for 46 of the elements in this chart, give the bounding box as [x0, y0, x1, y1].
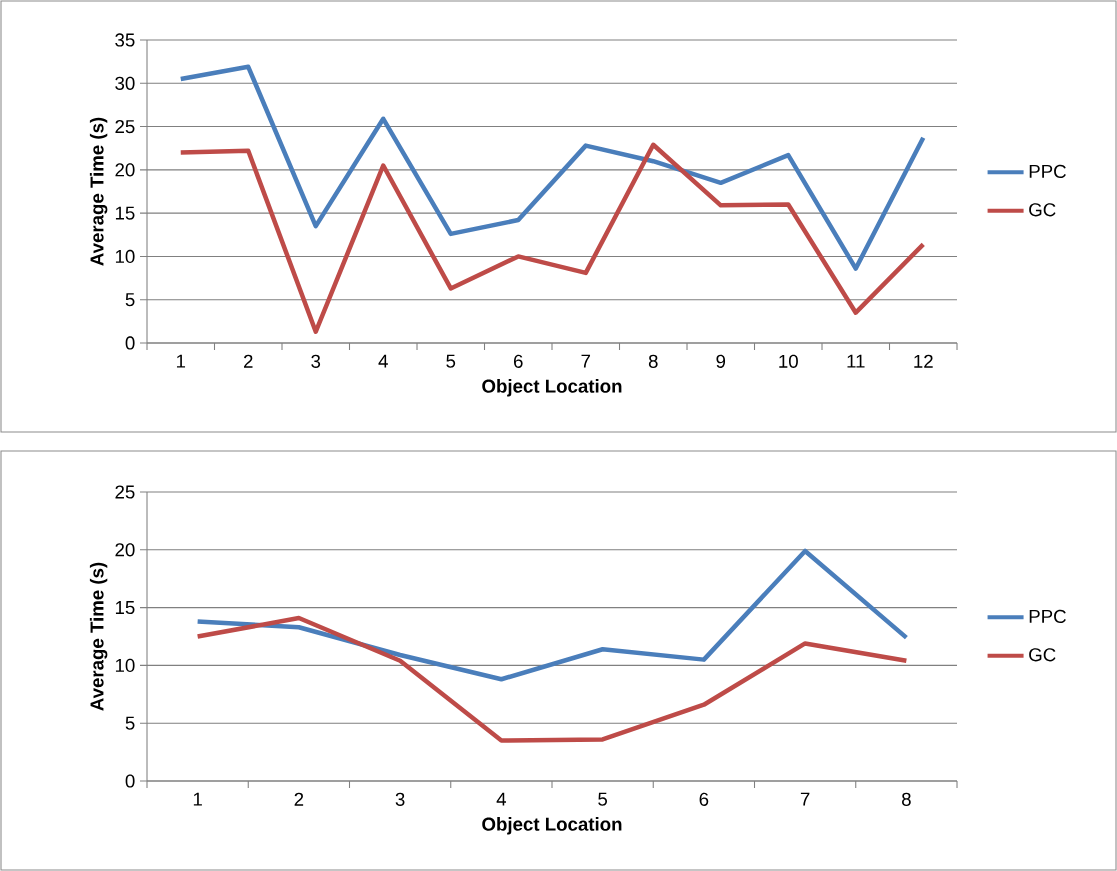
legend-label: PPC	[1029, 609, 1066, 624]
y-tick-label: 20	[115, 543, 135, 557]
y-tick-label: 15	[115, 601, 135, 615]
y-tick-label: 10	[115, 249, 135, 264]
y-tick-label: 0	[125, 336, 135, 350]
y-axis-title: Average Time (s)	[89, 117, 108, 266]
line-series	[195, 548, 909, 682]
x-tick-label: 10	[779, 354, 798, 368]
x-tick-label: 9	[716, 354, 726, 368]
legend-label: GC	[1029, 648, 1056, 662]
x-tick-label: 5	[598, 792, 608, 806]
x-tick-label: 7	[800, 792, 810, 806]
x-tick-label: 8	[902, 792, 911, 806]
y-tick-label: 25	[115, 485, 135, 499]
y-tick-label: 30	[115, 76, 135, 90]
x-tick-label: 4	[496, 792, 507, 806]
x-tick-label: 6	[514, 354, 523, 368]
x-tick-label: 12	[914, 354, 933, 368]
x-tick-label: 1	[193, 792, 202, 806]
line-series	[195, 615, 909, 743]
y-tick-label: 20	[115, 163, 135, 177]
x-tick-label: 4	[378, 354, 388, 368]
y-tick-label: 5	[125, 293, 135, 307]
x-tick-label: 7	[581, 354, 591, 368]
y-tick-label: 10	[115, 658, 135, 673]
y-axis-title: Average Time (s)	[89, 562, 108, 711]
line-series	[178, 64, 926, 271]
line-series	[178, 142, 926, 334]
x-tick-label: 6	[699, 792, 709, 806]
x-tick-label: 5	[446, 354, 456, 368]
y-tick-label: 5	[125, 716, 135, 730]
legend-label: GC	[1029, 203, 1056, 217]
x-axis-title: Object Location	[482, 817, 622, 835]
y-tick-label: 15	[115, 206, 135, 220]
x-tick-label: 11	[847, 354, 865, 368]
x-tick-label: 2	[244, 354, 253, 368]
x-tick-label: 3	[395, 792, 405, 806]
x-tick-label: 8	[648, 354, 658, 368]
x-tick-label: 2	[294, 792, 304, 806]
y-tick-label: 35	[115, 33, 135, 47]
y-tick-label: 0	[125, 774, 135, 788]
legend-label: PPC	[1029, 164, 1066, 179]
x-tick-label: 1	[176, 354, 186, 368]
x-axis-title: Object Location	[482, 379, 622, 397]
x-tick-label: 3	[311, 354, 321, 368]
y-tick-label: 25	[115, 119, 135, 134]
